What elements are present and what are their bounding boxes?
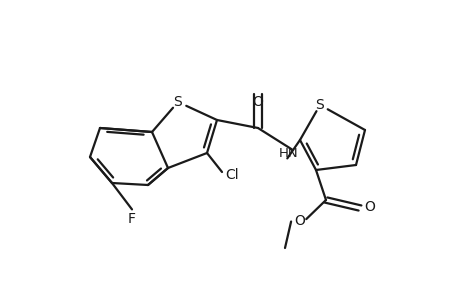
Text: HN: HN [278, 147, 298, 161]
Text: S: S [315, 98, 324, 112]
Text: O: O [252, 94, 263, 109]
Text: S: S [173, 95, 182, 109]
Text: O: O [364, 200, 375, 214]
Text: O: O [293, 214, 304, 228]
Text: Cl: Cl [224, 168, 238, 182]
Text: F: F [128, 212, 136, 226]
